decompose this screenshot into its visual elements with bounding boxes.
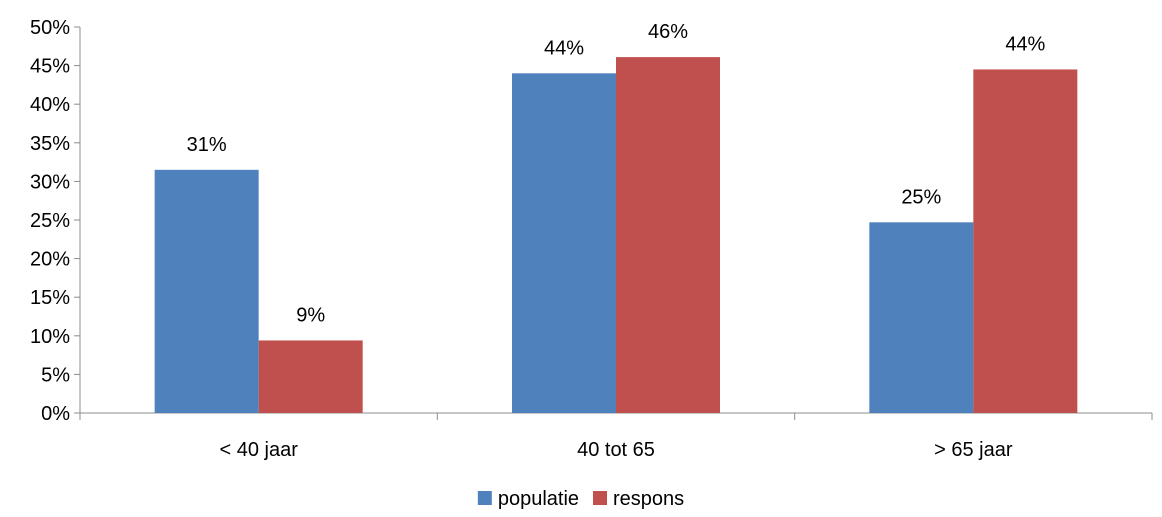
data-labels: 31% 9% 44% 46% 25% 44% (187, 21, 1046, 326)
x-tick-label: > 65 jaar (934, 439, 1013, 461)
x-tick-label: 40 tot 65 (577, 439, 655, 461)
y-tick-label: 5% (41, 364, 70, 386)
y-tick-label: 50% (30, 17, 70, 39)
data-label: 31% (187, 134, 227, 156)
y-tick-label: 15% (30, 287, 70, 309)
bars (154, 57, 1078, 414)
y-tick-label: 30% (30, 171, 70, 193)
data-label: 44% (544, 37, 584, 59)
data-label: 9% (296, 304, 325, 326)
bar (154, 169, 259, 413)
y-tick-label: 25% (30, 210, 70, 232)
x-axis: < 40 jaar 40 tot 65 > 65 jaar (79, 412, 1153, 461)
legend-label: populatie (498, 488, 579, 510)
y-tick-label: 20% (30, 249, 70, 271)
y-tick-label: 0% (41, 403, 70, 425)
data-label: 25% (901, 186, 941, 208)
bar (258, 340, 363, 413)
bar (512, 73, 616, 413)
bar (869, 222, 974, 413)
legend-label: respons (613, 488, 684, 510)
y-tick-label: 35% (30, 133, 70, 155)
bar (616, 57, 720, 413)
legend-swatch (593, 491, 608, 505)
data-label: 44% (1005, 33, 1045, 55)
data-label: 46% (648, 21, 688, 43)
legend-swatch (477, 491, 492, 505)
y-tick-label: 40% (30, 94, 70, 116)
y-tick-label: 45% (30, 56, 70, 78)
y-tick-label: 10% (30, 326, 70, 348)
x-tick-label: < 40 jaar (219, 439, 298, 461)
y-axis: 0% 5% 10% 15% 20% 25% 30% 35% 40% 45% 50% (30, 17, 81, 425)
legend: populatie respons (477, 488, 684, 510)
bar (973, 69, 1078, 414)
